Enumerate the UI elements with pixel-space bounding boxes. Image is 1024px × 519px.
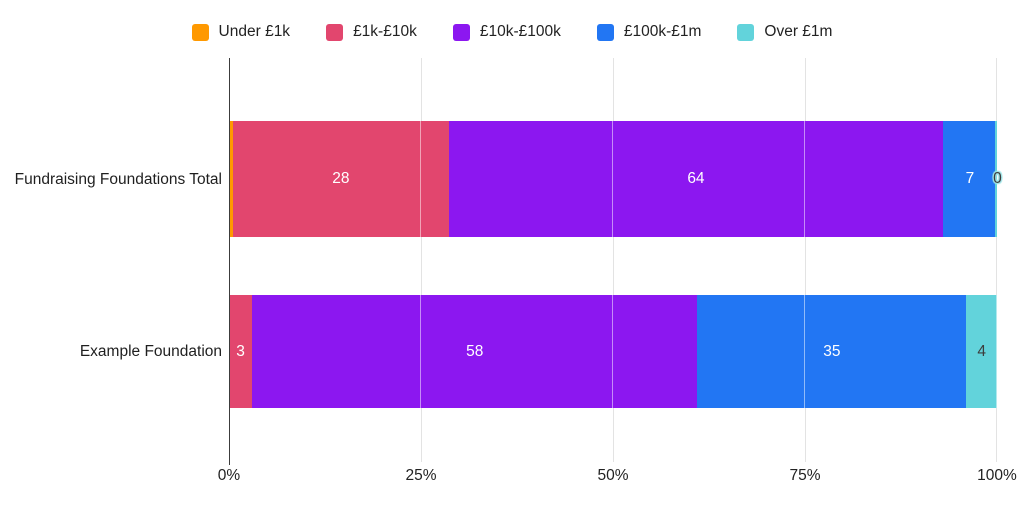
legend-item-10k-100k[interactable]: £10k-£100k (452, 23, 561, 41)
gridline (613, 58, 614, 462)
gridline-overlay (420, 121, 421, 237)
bar-fundraising-foundations-total: 28 64 7 0 (229, 121, 1002, 237)
legend-item-label: £100k-£1m (623, 23, 702, 40)
legend-swatch-icon (191, 23, 209, 41)
gridline-overlay (420, 295, 421, 408)
legend-item-label: £1k-£10k (353, 23, 417, 40)
x-axis: 0% 25% 50% 75% 100% (218, 467, 1017, 489)
gridline (996, 58, 997, 462)
legend: Under £1k £1k-£10k £10k-£100k £100k-£1m Over… (0, 23, 1024, 41)
value-label: 58 (466, 342, 484, 360)
bar-segment-10k-100k[interactable]: 58 (252, 295, 698, 408)
legend-swatch-icon (326, 23, 344, 41)
bar-example-foundation: 3 58 35 4 (229, 295, 997, 408)
plot-area: 28 64 7 0 3 58 35 4 (229, 58, 1002, 465)
category-label-fundraising-foundations-total: Fundraising Foundations Total (14, 170, 222, 188)
y-axis-line (229, 58, 230, 465)
value-label-outside: 0 (993, 170, 1002, 187)
legend-swatch-icon (452, 23, 470, 41)
value-label: 64 (687, 170, 705, 187)
legend-item-over-1m[interactable]: Over £1m (737, 23, 832, 41)
value-label: 28 (332, 170, 350, 187)
gridline (421, 58, 422, 462)
value-label: 35 (823, 342, 841, 360)
bar-segment-10k-100k[interactable]: 64 (448, 121, 943, 237)
x-axis-tick-label: 0% (217, 467, 241, 484)
bar-segment-1k-10k[interactable]: 3 (229, 295, 253, 408)
legend-item-under-1k[interactable]: Under £1k (191, 23, 291, 41)
value-label: 3 (236, 342, 245, 360)
bar-segment-over-1m[interactable] (995, 121, 997, 237)
x-axis-tick-label: 25% (405, 467, 437, 484)
x-axis-tick-label: 50% (597, 467, 629, 484)
bar-segment-100k-1m[interactable]: 35 (697, 295, 967, 408)
legend-item-label: Over £1m (764, 23, 833, 40)
bar-segment-1k-10k[interactable]: 28 (232, 121, 449, 237)
bar-segment-100k-1m[interactable]: 7 (942, 121, 997, 237)
gridline-overlay (804, 295, 805, 408)
bars-container: 28 64 7 0 3 58 35 4 (229, 58, 1002, 455)
legend-swatch-icon (737, 23, 755, 41)
gridline-overlay (612, 121, 613, 237)
legend-item-label: £10k-£100k (479, 23, 561, 40)
legend-item-label: Under £1k (218, 23, 291, 40)
gridline-overlay (612, 295, 613, 408)
value-label: 7 (965, 170, 975, 187)
value-label: 4 (977, 342, 986, 360)
legend-item-100k-1m[interactable]: £100k-£1m (596, 23, 702, 41)
gridline (805, 58, 806, 462)
x-axis-tick-label: 100% (977, 467, 1017, 484)
bar-segment-over-1m[interactable]: 4 (966, 295, 997, 408)
legend-item-1k-10k[interactable]: £1k-£10k (326, 23, 417, 41)
legend-swatch-icon (596, 23, 614, 41)
gridline-overlay (996, 295, 997, 408)
bar-segment-under-1k[interactable] (229, 121, 233, 237)
x-axis-tick-label: 75% (789, 467, 821, 484)
category-label-example-foundation: Example Foundation (79, 343, 222, 360)
gridline-overlay (804, 121, 805, 237)
